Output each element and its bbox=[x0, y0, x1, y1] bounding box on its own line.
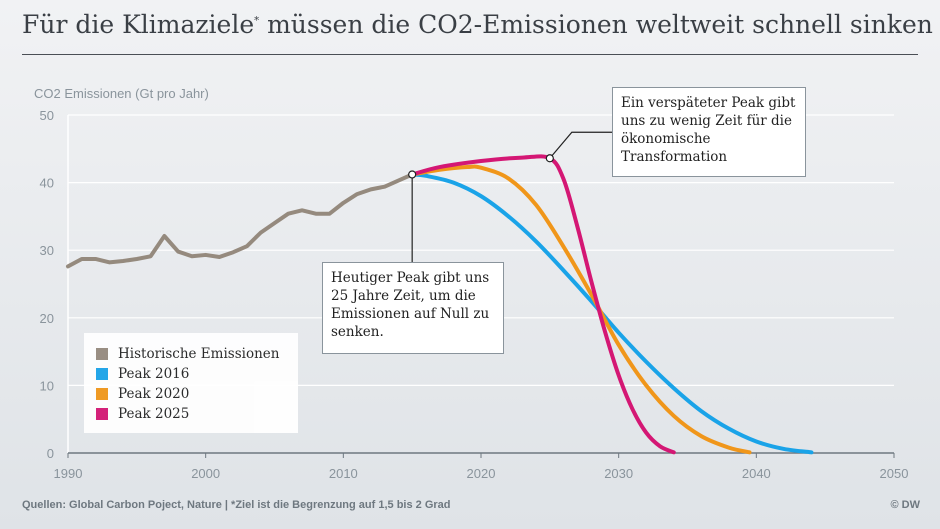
title-divider bbox=[22, 54, 918, 55]
chart-title: Für die Klimaziele* müssen die CO2-Emiss… bbox=[22, 10, 933, 39]
y-axis-label: CO2 Emissionen (Gt pro Jahr) bbox=[34, 86, 209, 101]
x-tick-label: 2010 bbox=[329, 466, 358, 481]
y-tick-label: 0 bbox=[47, 446, 54, 461]
x-tick-label: 2020 bbox=[467, 466, 496, 481]
title-part-2: müssen die CO2-Emissionen weltweit schne… bbox=[259, 10, 933, 39]
x-tick-label: 2030 bbox=[604, 466, 633, 481]
legend-item: Historische Emissionen bbox=[96, 345, 279, 363]
source-note: Quellen: Global Carbon Poject, Nature | … bbox=[22, 499, 451, 511]
y-tick-label: 40 bbox=[40, 176, 54, 191]
callout-today-peak: Heutiger Peak gibt uns 25 Jahre Zeit, um… bbox=[322, 262, 504, 354]
series-peak-2020-line bbox=[410, 164, 752, 455]
legend-swatch bbox=[96, 368, 108, 380]
y-tick-label: 20 bbox=[40, 311, 54, 326]
y-tick-label: 50 bbox=[40, 108, 54, 123]
y-tick-label: 10 bbox=[40, 378, 54, 393]
legend-swatch bbox=[96, 388, 108, 400]
copyright: © DW bbox=[890, 499, 921, 511]
legend-item: Peak 2016 bbox=[96, 365, 189, 383]
leader-late-peak bbox=[549, 131, 612, 159]
legend-label: Peak 2020 bbox=[118, 386, 190, 402]
legend-label: Peak 2016 bbox=[118, 366, 190, 382]
x-tick-label: 2050 bbox=[880, 466, 909, 481]
series-historical-line bbox=[66, 172, 415, 269]
x-tick-label: 1990 bbox=[54, 466, 83, 481]
marker-late-peak bbox=[545, 154, 554, 163]
legend-label: Peak 2025 bbox=[118, 406, 190, 422]
x-tick-label: 2000 bbox=[191, 466, 220, 481]
legend-item: Peak 2025 bbox=[96, 405, 189, 423]
series-peak-2025-line bbox=[410, 154, 676, 455]
title-part-1: Für die Klimaziele bbox=[22, 10, 255, 39]
x-tick-label: 2040 bbox=[742, 466, 771, 481]
legend-label: Historische Emissionen bbox=[118, 346, 280, 362]
legend: Historische Emissionen Peak 2016 Peak 2020… bbox=[84, 333, 298, 433]
legend-swatch bbox=[96, 408, 108, 420]
marker-today-peak bbox=[408, 170, 417, 179]
legend-swatch bbox=[96, 348, 108, 360]
y-tick-label: 30 bbox=[40, 243, 54, 258]
callout-late-peak: Ein verspäteter Peak gibt uns zu wenig Z… bbox=[612, 87, 806, 177]
title-footnote-star: * bbox=[254, 15, 260, 27]
legend-item: Peak 2020 bbox=[96, 385, 189, 403]
